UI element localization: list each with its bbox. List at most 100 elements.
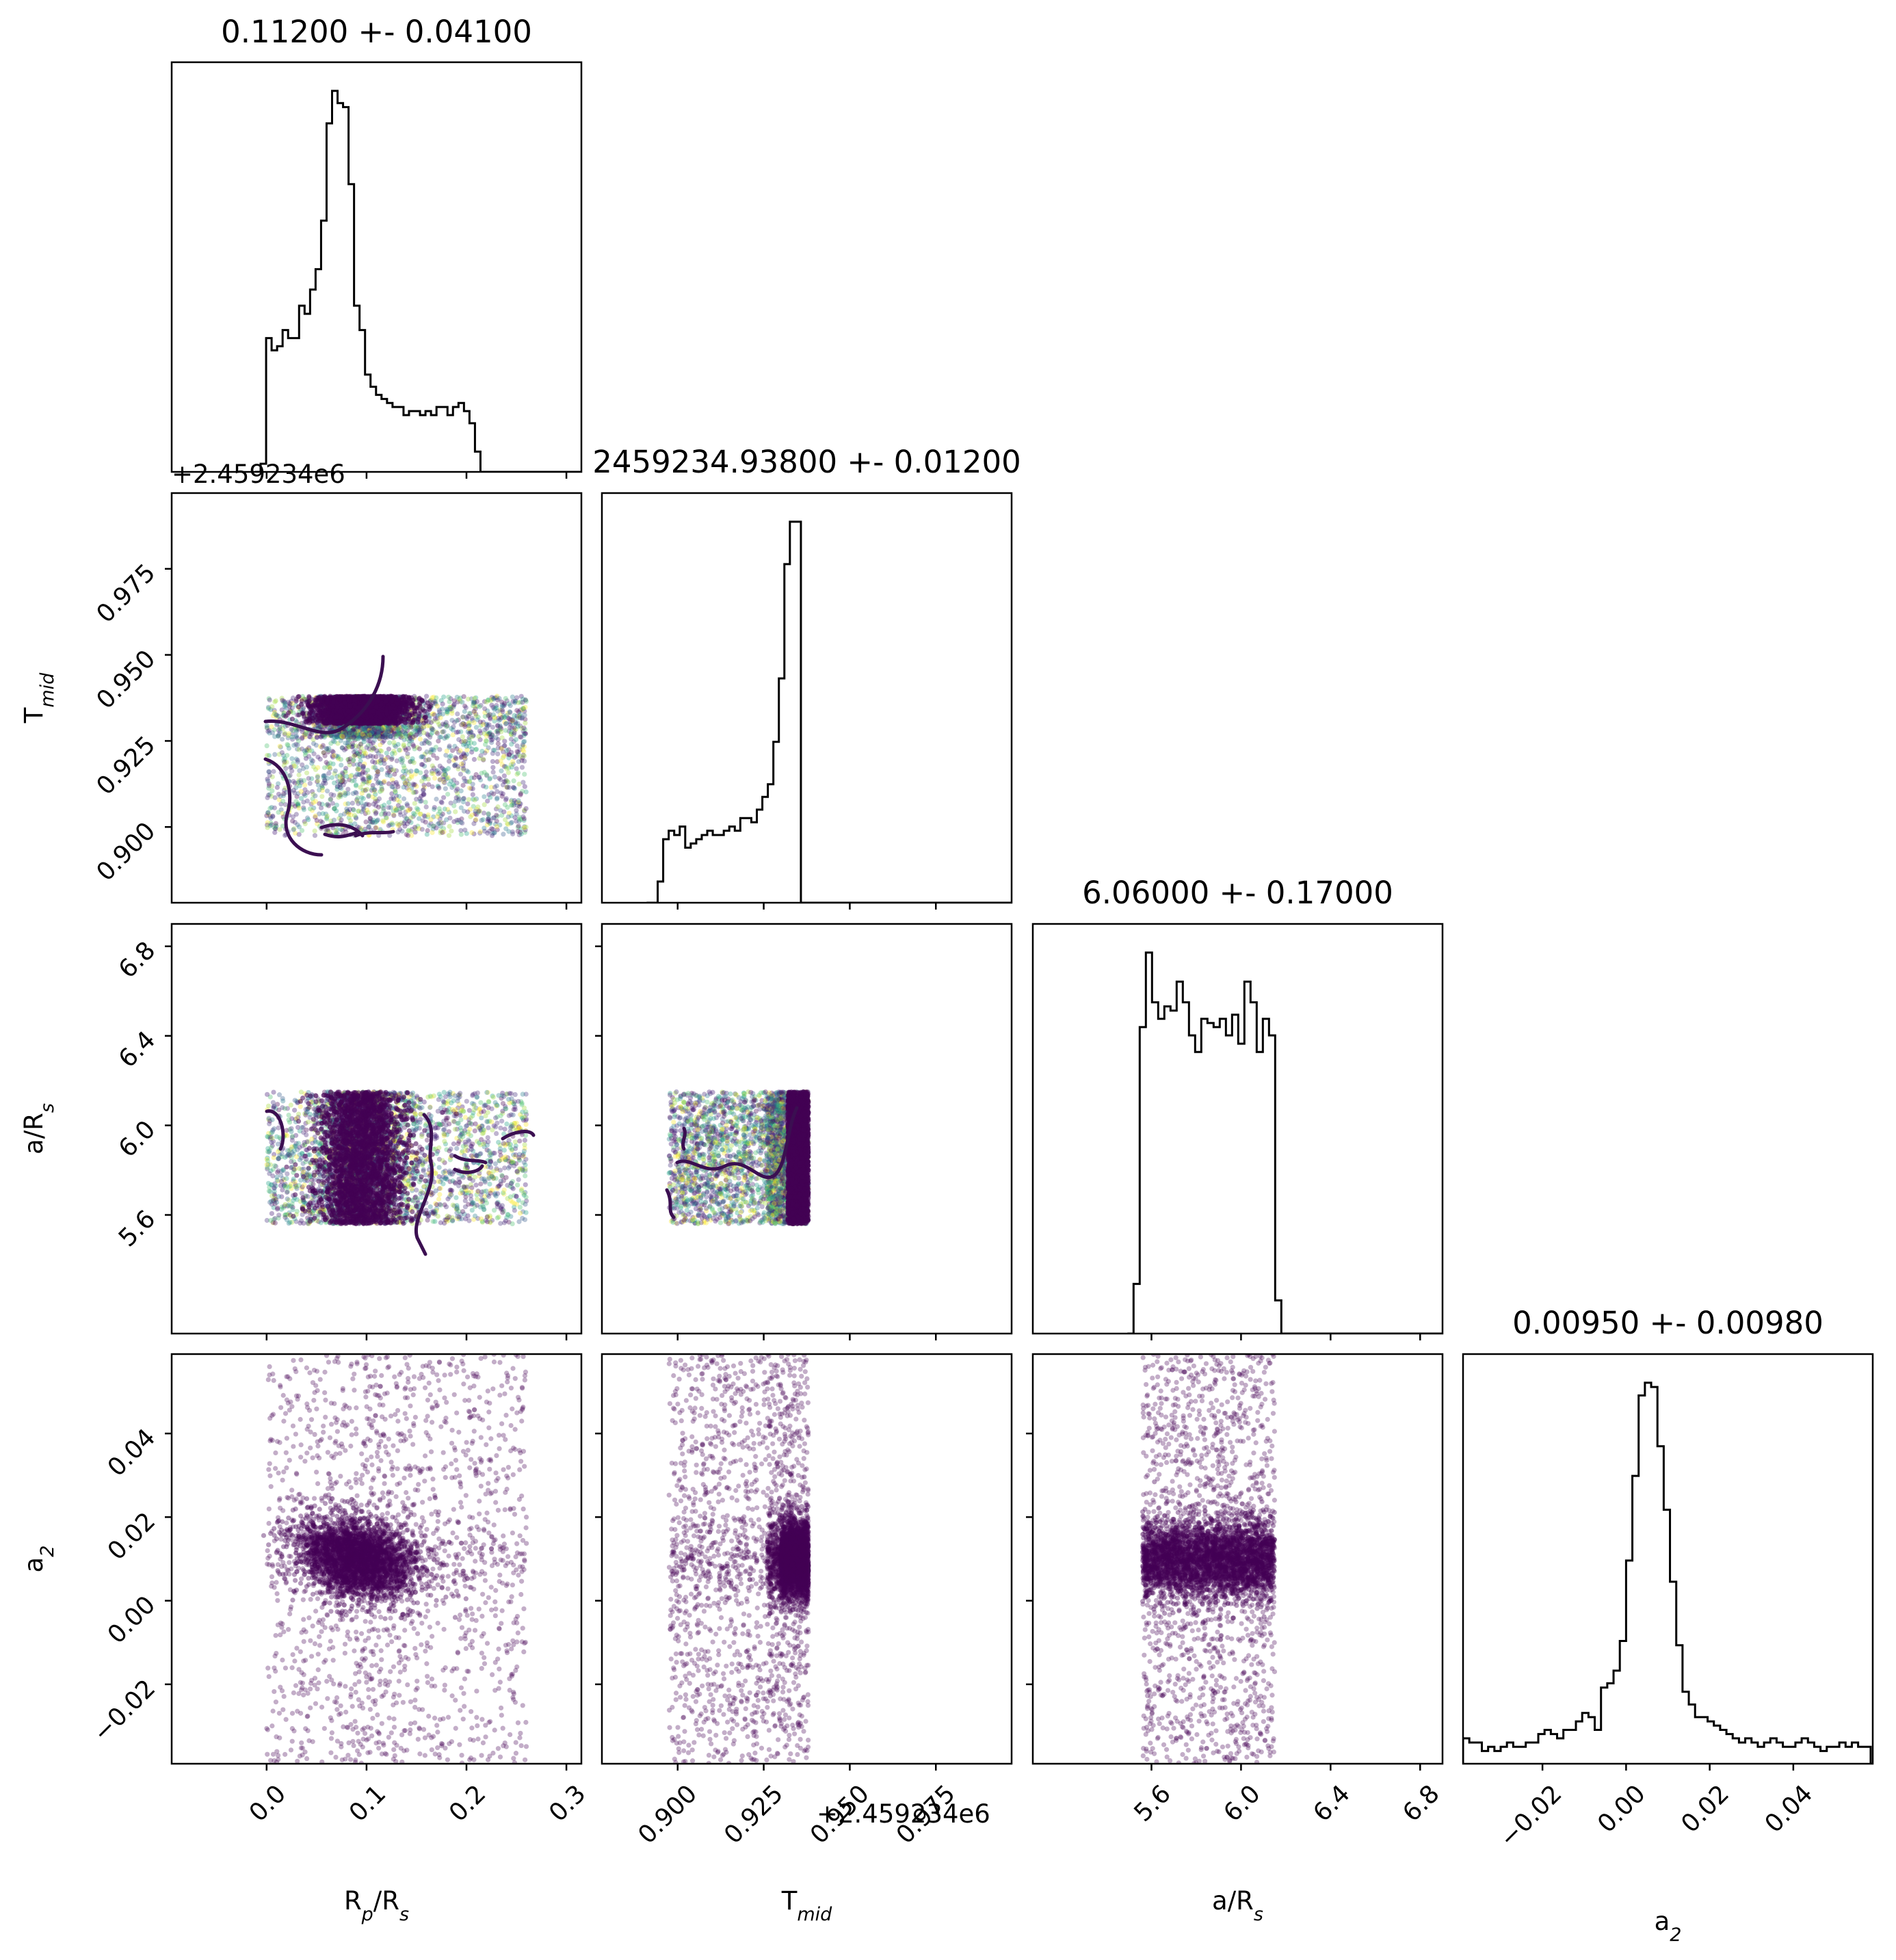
sample-point bbox=[335, 733, 341, 739]
sample-point bbox=[322, 773, 328, 778]
sample-point bbox=[337, 793, 343, 798]
sample-point bbox=[364, 732, 370, 738]
sample-point bbox=[513, 726, 519, 732]
sample-point bbox=[391, 735, 396, 741]
sample-point bbox=[402, 780, 408, 786]
sample-point bbox=[284, 790, 289, 795]
sample-point bbox=[503, 721, 509, 727]
sample-point bbox=[384, 728, 390, 734]
sample-point bbox=[472, 700, 477, 705]
sample-point bbox=[282, 732, 287, 737]
sample-point bbox=[340, 734, 345, 739]
sample-point bbox=[343, 732, 349, 737]
sample-point bbox=[388, 734, 394, 739]
sample-point bbox=[334, 734, 339, 740]
sample-point bbox=[384, 731, 389, 737]
sample-point bbox=[356, 732, 361, 737]
sample-point bbox=[379, 754, 384, 759]
sample-point bbox=[402, 780, 408, 786]
sample-point bbox=[283, 705, 289, 711]
sample-point bbox=[466, 721, 471, 726]
sample-point bbox=[504, 766, 510, 771]
sample-point bbox=[501, 779, 507, 784]
sample-point bbox=[290, 696, 296, 701]
sample-point bbox=[354, 726, 359, 732]
sample-point bbox=[356, 825, 362, 830]
sample-point bbox=[484, 748, 490, 754]
sample-point bbox=[486, 812, 491, 817]
sample-point bbox=[518, 831, 524, 837]
sample-point bbox=[404, 725, 409, 730]
sample-point bbox=[376, 729, 381, 734]
axes-frame bbox=[170, 61, 583, 473]
sample-point bbox=[518, 734, 524, 740]
sample-point bbox=[388, 730, 393, 737]
sample-point bbox=[391, 813, 397, 819]
sample-point bbox=[471, 756, 477, 763]
sample-point bbox=[485, 697, 491, 703]
sample-point bbox=[491, 696, 497, 702]
sample-point bbox=[378, 827, 383, 832]
sample-point bbox=[317, 724, 323, 730]
sample-point bbox=[516, 832, 522, 838]
sample-point bbox=[466, 797, 471, 802]
sample-point bbox=[335, 754, 341, 759]
sample-point bbox=[344, 806, 350, 812]
sample-point bbox=[453, 755, 458, 760]
sample-point bbox=[303, 750, 308, 756]
sample-point bbox=[397, 731, 402, 737]
sample-point bbox=[353, 782, 359, 788]
sample-point bbox=[365, 754, 371, 760]
sample-point bbox=[408, 724, 414, 730]
sample-point bbox=[406, 781, 412, 787]
sample-point bbox=[498, 777, 503, 782]
sample-point bbox=[400, 805, 406, 810]
sample-point bbox=[486, 722, 492, 728]
sample-point bbox=[360, 781, 366, 786]
sample-point bbox=[351, 734, 357, 740]
sample-point bbox=[313, 799, 319, 804]
sample-point bbox=[397, 822, 402, 827]
sample-point bbox=[523, 720, 528, 726]
sample-point bbox=[431, 752, 436, 758]
sample-point bbox=[382, 810, 388, 816]
sample-point bbox=[523, 824, 529, 830]
sample-point bbox=[352, 726, 358, 732]
sample-point bbox=[509, 813, 514, 819]
sample-point bbox=[272, 709, 277, 715]
sample-point bbox=[380, 727, 385, 732]
sample-point bbox=[473, 808, 478, 814]
sample-point bbox=[455, 699, 460, 704]
sample-point bbox=[412, 812, 417, 817]
sample-point bbox=[399, 732, 405, 738]
sample-point bbox=[312, 828, 317, 834]
sample-point bbox=[264, 725, 270, 730]
sample-point bbox=[484, 721, 490, 727]
sample-point bbox=[339, 786, 344, 791]
sample-point bbox=[409, 833, 414, 838]
sample-point bbox=[369, 733, 374, 739]
sample-point bbox=[473, 711, 479, 717]
sample-point bbox=[306, 776, 311, 781]
sample-point bbox=[411, 734, 417, 741]
sample-point bbox=[514, 715, 520, 721]
sample-point bbox=[330, 761, 336, 767]
sample-point bbox=[430, 763, 435, 769]
sample-point bbox=[346, 811, 352, 817]
sample-point bbox=[474, 704, 480, 709]
sample-point bbox=[368, 741, 373, 747]
sample-point bbox=[454, 718, 460, 724]
sample-point bbox=[400, 758, 406, 763]
sample-point bbox=[296, 832, 302, 837]
sample-point bbox=[424, 749, 430, 755]
sample-point bbox=[308, 734, 313, 740]
sample-point bbox=[350, 727, 356, 732]
sample-point bbox=[401, 763, 406, 769]
sample-point bbox=[447, 815, 453, 821]
sample-point bbox=[332, 771, 337, 776]
sample-point bbox=[489, 696, 495, 702]
sample-point bbox=[478, 730, 484, 736]
sample-point bbox=[332, 806, 337, 811]
sample-point bbox=[510, 721, 516, 726]
sample-point bbox=[511, 784, 516, 791]
